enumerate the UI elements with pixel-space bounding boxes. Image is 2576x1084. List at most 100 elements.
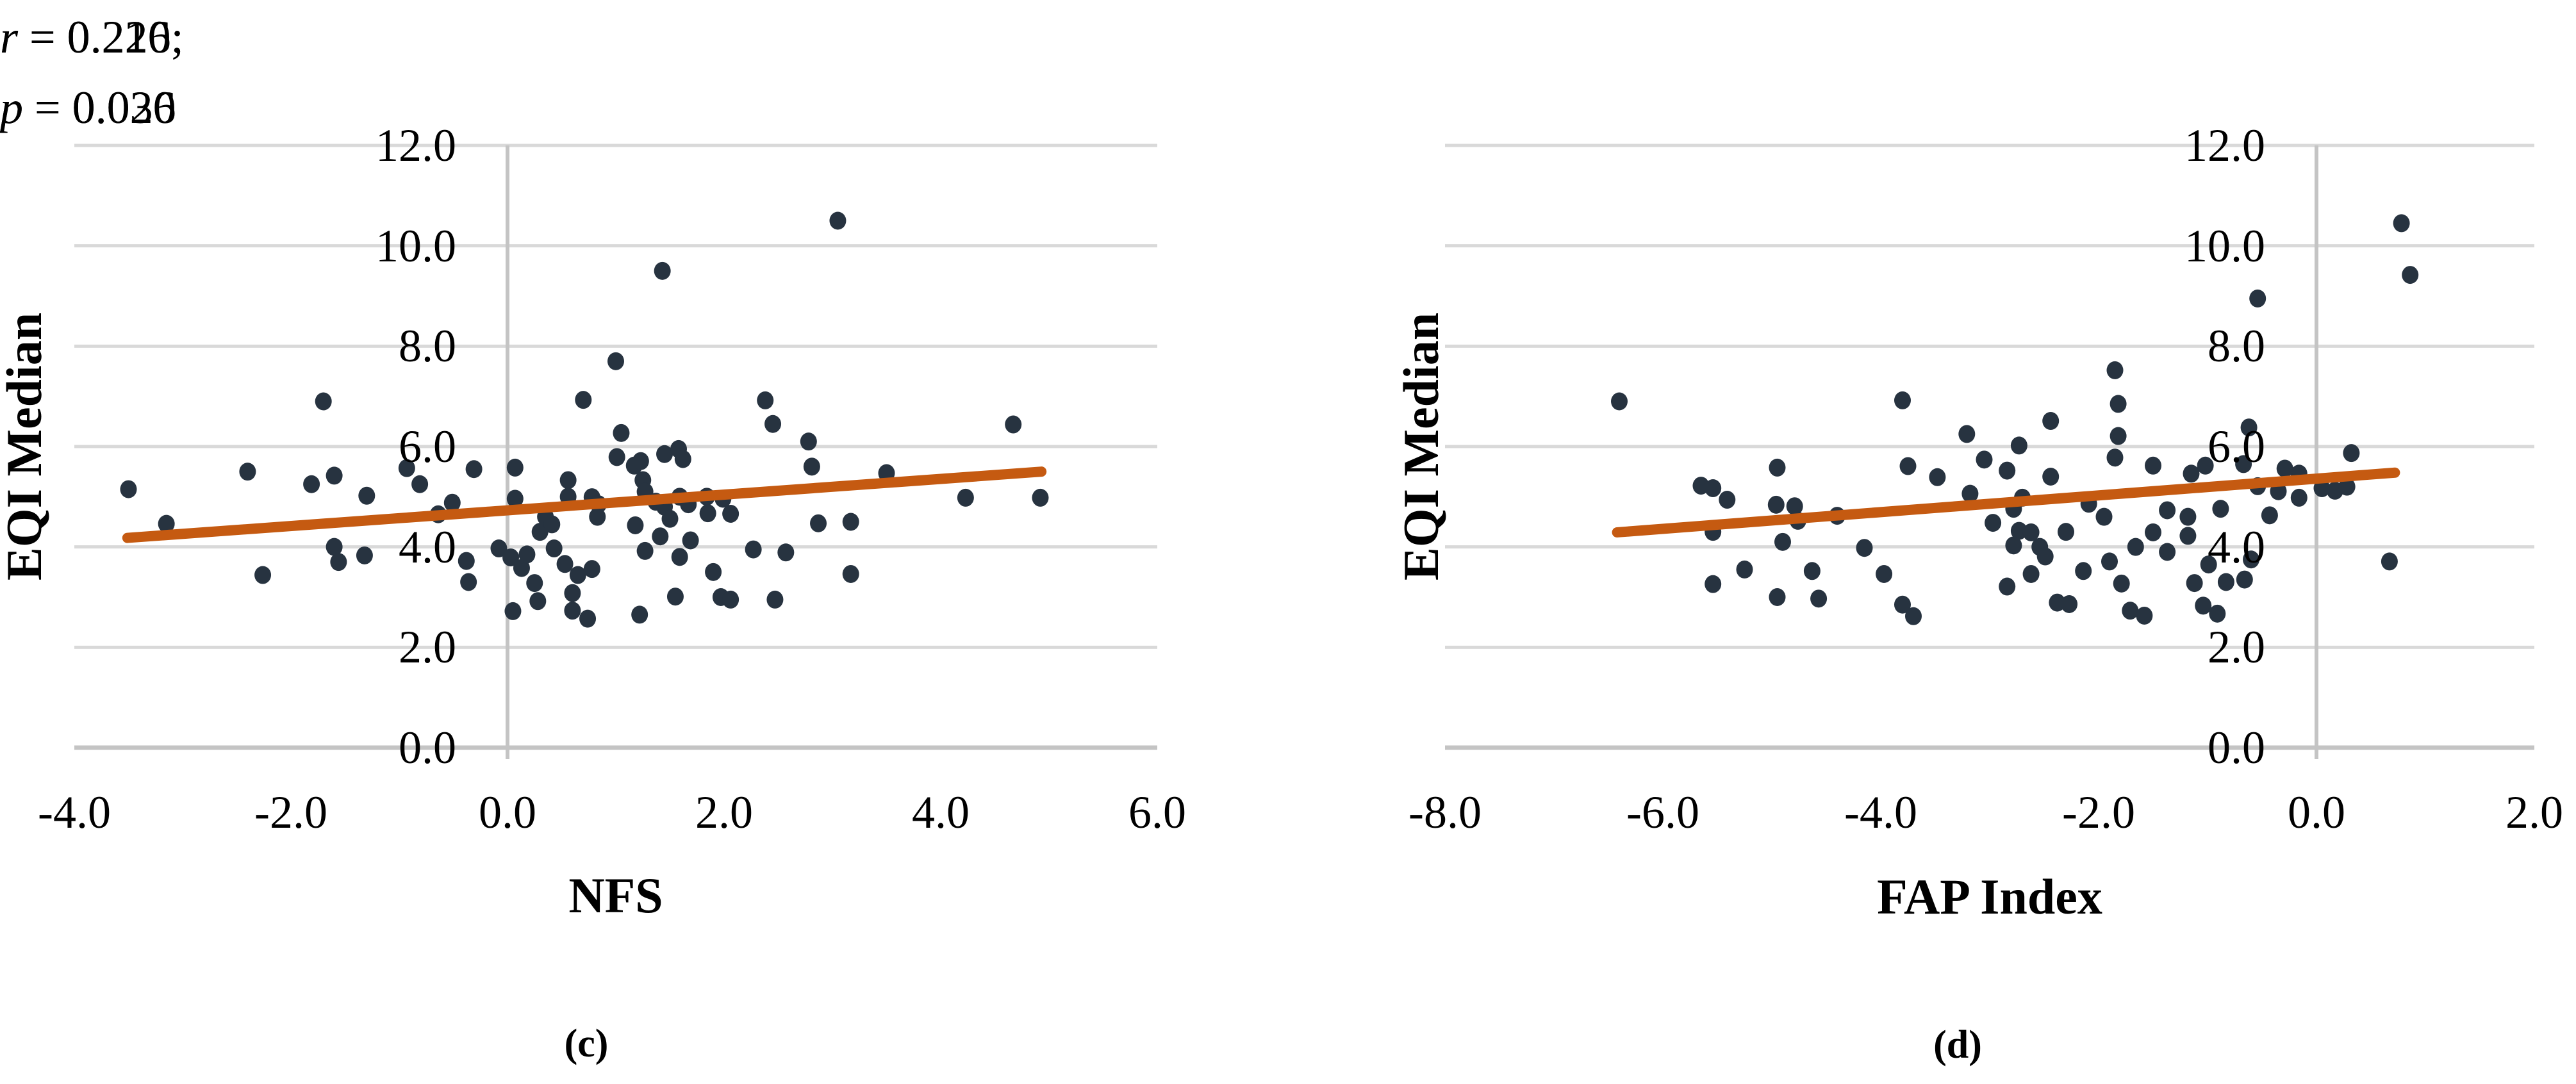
r-symbol: r <box>0 12 19 63</box>
data-point <box>2095 507 2113 526</box>
data-point <box>2061 595 2078 613</box>
data-point <box>2217 573 2234 591</box>
data-point <box>1894 391 1911 409</box>
data-point <box>1976 450 1993 469</box>
data-point <box>543 515 561 534</box>
data-point <box>1774 532 1791 551</box>
data-point <box>303 475 320 493</box>
r-value-line: r = 0.226; <box>0 12 184 63</box>
p-value: = 0.036 <box>23 82 176 133</box>
x-tick-label: 2.0 <box>695 787 753 838</box>
data-point <box>2127 538 2144 556</box>
data-point <box>777 543 795 562</box>
y-tick-label: 8.0 <box>2208 320 2265 372</box>
x-tick-label: -2.0 <box>2062 787 2135 838</box>
data-point <box>2338 477 2356 496</box>
data-point <box>2197 456 2214 475</box>
data-point <box>957 488 974 507</box>
y-tick-label: 0.0 <box>399 722 456 773</box>
data-point <box>2243 550 2259 569</box>
data-point <box>2122 602 2139 620</box>
data-point <box>2042 468 2060 486</box>
data-point <box>1810 589 1828 608</box>
data-point <box>699 504 716 523</box>
data-point <box>330 553 347 571</box>
x-tick-label: 6.0 <box>1128 787 1186 838</box>
data-point <box>631 605 648 624</box>
data-point <box>2159 501 2176 520</box>
data-point <box>2200 555 2217 574</box>
p-symbol: p <box>0 82 23 133</box>
data-point <box>2343 444 2360 463</box>
x-tick-label: 0.0 <box>2288 787 2345 838</box>
data-point <box>398 459 415 477</box>
data-point <box>1999 577 2016 596</box>
y-tick-label: 10.0 <box>376 220 456 272</box>
data-point <box>239 463 256 481</box>
x-axis-title-d: FAP Index <box>1877 869 2102 924</box>
data-point <box>2022 523 2040 541</box>
data-point <box>2235 455 2252 473</box>
data-point <box>842 564 859 583</box>
data-point <box>1961 484 1979 503</box>
data-point <box>666 587 684 606</box>
data-point <box>506 489 524 508</box>
data-point <box>504 602 522 620</box>
p-symbol: p <box>0 82 23 133</box>
data-point <box>2209 604 2226 623</box>
data-point <box>636 541 654 560</box>
data-point <box>2145 456 2161 475</box>
data-point <box>556 555 574 573</box>
x-axis-title-c: NFS <box>568 867 663 923</box>
data-point <box>518 545 536 564</box>
data-point <box>1032 488 1049 507</box>
data-point <box>589 507 606 526</box>
panel-label-c: (c) <box>564 1022 609 1065</box>
y-axis-title-d: EQI Median <box>1393 312 1449 581</box>
data-point <box>608 448 625 466</box>
data-point <box>358 486 376 505</box>
data-point <box>829 211 846 230</box>
data-point <box>569 566 586 584</box>
data-point <box>1736 560 1753 579</box>
data-point <box>705 563 722 581</box>
data-point <box>2290 488 2308 507</box>
data-point <box>2159 543 2176 561</box>
data-point <box>443 493 461 512</box>
data-point <box>2179 527 2197 545</box>
y-tick-label: 6.0 <box>2208 421 2265 472</box>
data-point <box>158 514 175 533</box>
data-point <box>465 460 483 479</box>
r-value-line: r = 0.210; <box>0 12 184 63</box>
data-point <box>2183 464 2200 483</box>
r-value: = 0.226; <box>18 12 184 63</box>
data-point <box>2113 574 2130 593</box>
data-point <box>766 590 784 609</box>
data-point <box>2212 500 2229 518</box>
data-point <box>575 391 592 409</box>
data-point <box>490 539 508 558</box>
y-tick-label: 4.0 <box>2208 521 2265 573</box>
data-point <box>745 540 762 559</box>
data-point <box>2195 596 2212 615</box>
data-point <box>120 480 137 498</box>
data-point <box>526 574 543 593</box>
data-point <box>529 592 547 611</box>
data-point <box>2036 547 2054 566</box>
data-point <box>564 602 581 620</box>
data-point <box>315 392 332 411</box>
data-point <box>1856 539 1873 557</box>
data-point <box>2136 606 2153 625</box>
y-axis-title-c: EQI Median <box>0 312 52 581</box>
data-point <box>2236 570 2253 589</box>
data-point <box>1803 562 1821 580</box>
data-point <box>460 573 477 591</box>
data-point <box>579 609 597 628</box>
y-tick-label: 12.0 <box>2184 120 2265 171</box>
data-point <box>671 548 688 566</box>
y-tick-label: 2.0 <box>399 621 456 673</box>
data-point <box>1769 588 1786 606</box>
